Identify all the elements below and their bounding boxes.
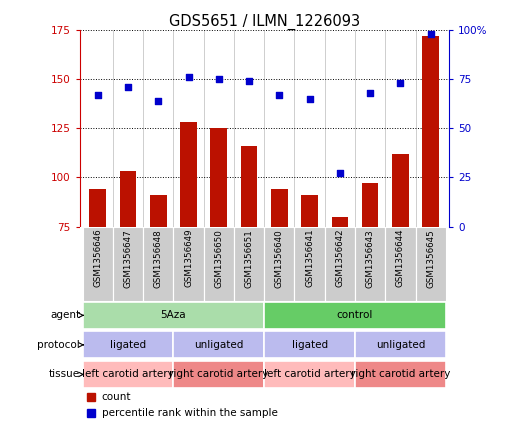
FancyBboxPatch shape [83,227,113,301]
Bar [301,195,318,227]
Point [93,91,102,98]
Point [124,83,132,90]
FancyBboxPatch shape [234,227,264,301]
Text: count: count [102,393,131,403]
FancyBboxPatch shape [355,227,385,301]
Text: ligated: ligated [291,340,328,350]
FancyBboxPatch shape [83,302,264,329]
Point [214,75,223,82]
Text: GSM1356650: GSM1356650 [214,229,223,288]
Bar [89,189,106,227]
Text: GSM1356644: GSM1356644 [396,229,405,288]
Text: GSM1356642: GSM1356642 [336,229,344,288]
FancyBboxPatch shape [143,227,173,301]
Point [154,97,162,104]
Text: unligated: unligated [376,340,425,350]
Text: GSM1356646: GSM1356646 [93,229,102,288]
Bar [180,122,197,227]
Bar [392,154,409,227]
Text: unligated: unligated [194,340,244,350]
Bar [362,183,379,227]
Point [275,91,284,98]
Bar [241,146,258,227]
FancyBboxPatch shape [83,361,173,388]
FancyBboxPatch shape [264,361,355,388]
Text: tissue: tissue [49,369,80,379]
FancyBboxPatch shape [264,227,294,301]
FancyBboxPatch shape [325,227,355,301]
FancyBboxPatch shape [173,227,204,301]
Point [245,77,253,84]
Text: percentile rank within the sample: percentile rank within the sample [102,408,278,418]
FancyBboxPatch shape [173,361,264,388]
Point [184,74,192,80]
Text: control: control [337,310,373,320]
Point [336,170,344,177]
Text: GSM1356645: GSM1356645 [426,229,435,288]
Bar [150,195,167,227]
FancyBboxPatch shape [83,331,173,358]
Text: GSM1356641: GSM1356641 [305,229,314,288]
FancyBboxPatch shape [416,227,446,301]
Text: left carotid artery: left carotid artery [264,369,356,379]
FancyBboxPatch shape [355,331,446,358]
Text: ligated: ligated [110,340,146,350]
Bar [331,217,348,227]
FancyBboxPatch shape [294,227,325,301]
FancyBboxPatch shape [113,227,143,301]
Text: GSM1356647: GSM1356647 [124,229,132,288]
Point [397,80,405,86]
Text: GSM1356643: GSM1356643 [366,229,374,288]
Text: GSM1356640: GSM1356640 [275,229,284,288]
Bar [210,128,227,227]
FancyBboxPatch shape [173,331,264,358]
Bar [422,36,439,227]
Title: GDS5651 / ILMN_1226093: GDS5651 / ILMN_1226093 [169,14,360,30]
FancyBboxPatch shape [264,331,355,358]
Text: agent: agent [50,310,80,320]
Point [366,89,374,96]
Text: right carotid artery: right carotid artery [351,369,450,379]
Text: right carotid artery: right carotid artery [169,369,268,379]
Point [427,30,435,37]
Bar [271,189,288,227]
Bar [120,171,136,227]
Text: 5Aza: 5Aza [161,310,186,320]
Text: GSM1356648: GSM1356648 [154,229,163,288]
Text: GSM1356651: GSM1356651 [245,229,253,288]
Text: protocol: protocol [37,340,80,350]
FancyBboxPatch shape [385,227,416,301]
FancyBboxPatch shape [355,361,446,388]
Point [306,95,314,102]
Text: left carotid artery: left carotid artery [82,369,174,379]
FancyBboxPatch shape [204,227,234,301]
FancyBboxPatch shape [264,302,446,329]
Text: GSM1356649: GSM1356649 [184,229,193,288]
